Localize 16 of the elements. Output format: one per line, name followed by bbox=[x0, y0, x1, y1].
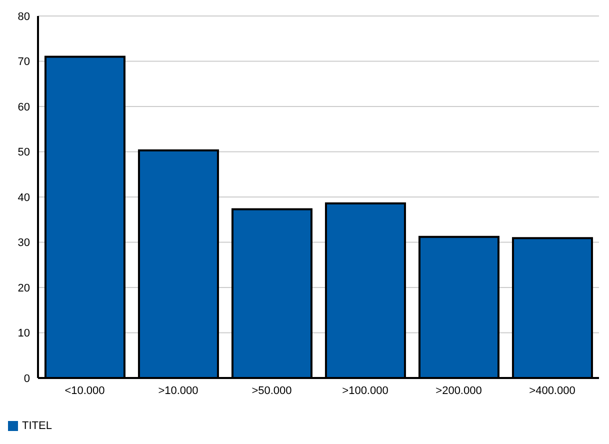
y-tick-label: 40 bbox=[18, 192, 30, 204]
x-tick-label: >50.000 bbox=[252, 384, 292, 397]
y-tick-label: 60 bbox=[18, 101, 30, 114]
legend-label: TITEL bbox=[22, 420, 52, 432]
y-tick-label: 30 bbox=[18, 237, 30, 250]
y-tick-label: 50 bbox=[18, 146, 30, 159]
y-tick-label: 80 bbox=[18, 10, 30, 23]
x-tick-label: >200.000 bbox=[436, 384, 482, 397]
x-tick-label: >400.000 bbox=[529, 384, 576, 397]
y-tick-label: 10 bbox=[18, 328, 30, 340]
x-tick-label: <10.000 bbox=[64, 384, 105, 397]
y-tick-label: 0 bbox=[24, 372, 30, 385]
x-tick-label: >10.000 bbox=[158, 384, 198, 397]
x-tick-label: >100.000 bbox=[342, 384, 388, 397]
y-tick-label: 70 bbox=[18, 56, 30, 68]
y-tick-label: 20 bbox=[18, 282, 30, 294]
